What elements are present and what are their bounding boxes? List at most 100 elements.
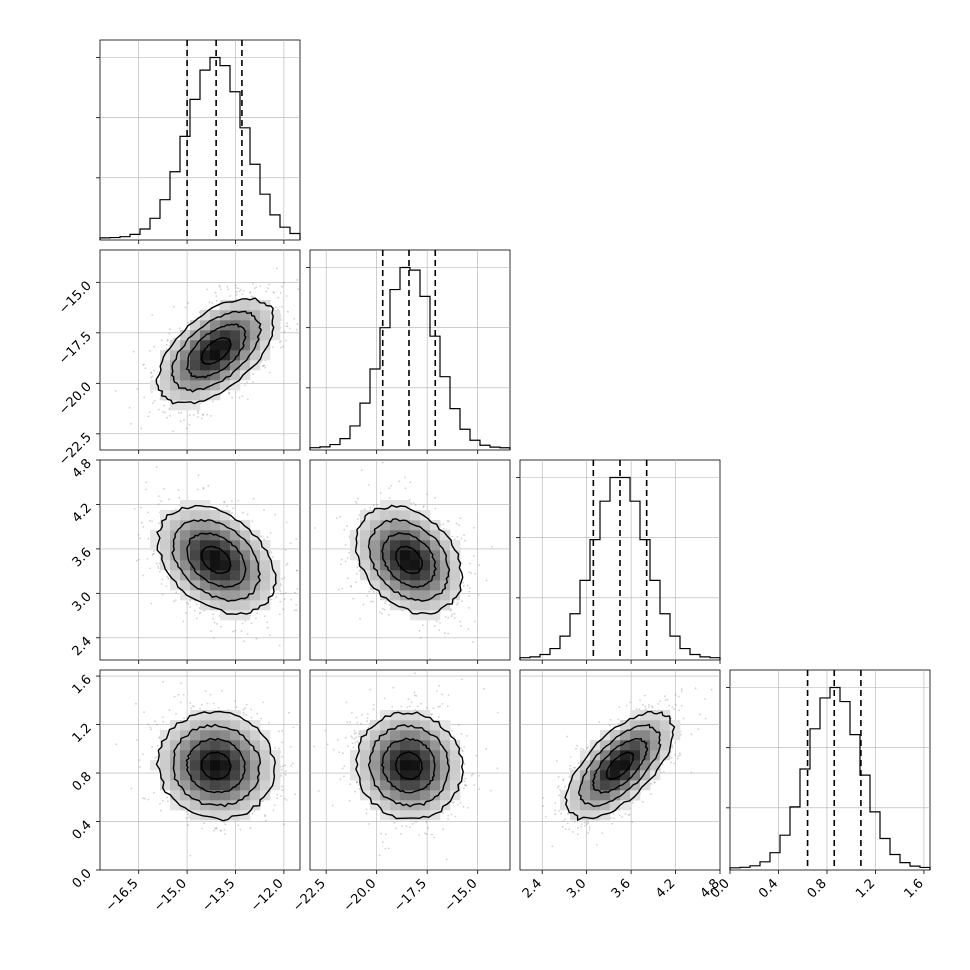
density-cell — [190, 770, 201, 781]
density-cell — [180, 520, 191, 531]
scatter-point — [277, 747, 280, 750]
scatter-point — [472, 555, 475, 557]
scatter-point — [339, 515, 342, 518]
scatter-point — [554, 809, 557, 812]
density-cell — [370, 730, 381, 741]
scatter-point — [280, 795, 282, 797]
scatter-point — [249, 827, 252, 830]
scatter-point — [156, 723, 158, 726]
scatter-point — [464, 784, 466, 786]
scatter-point — [292, 726, 295, 729]
scatter-point — [436, 620, 438, 623]
density-cell — [600, 800, 611, 811]
scatter-point — [238, 396, 241, 399]
scatter-point — [203, 609, 206, 612]
x-tick-label: −12.0 — [248, 876, 287, 915]
scatter-point — [704, 717, 707, 720]
scatter-point — [659, 700, 661, 703]
density-cell — [620, 780, 631, 791]
scatter-point — [200, 417, 203, 420]
density-cell — [220, 370, 231, 381]
density-cell — [610, 790, 621, 801]
scatter-point — [392, 686, 395, 689]
density-cell — [410, 610, 421, 621]
density-cell — [210, 570, 221, 581]
density-cell — [430, 580, 441, 591]
x-tick-label: 0.8 — [805, 876, 830, 901]
scatter-point — [438, 716, 440, 718]
density-cell — [580, 800, 591, 811]
scatter-point — [568, 828, 571, 830]
scatter-point — [241, 293, 244, 295]
scatter-point — [561, 825, 564, 828]
scatter-point — [571, 831, 574, 833]
scatter-point — [218, 284, 221, 287]
scatter-point — [138, 558, 140, 561]
scatter-point — [216, 623, 218, 625]
density-cell — [240, 730, 251, 741]
scatter-point — [187, 824, 190, 826]
density-cell — [170, 380, 181, 391]
density-cell — [440, 750, 451, 761]
density-cell — [360, 550, 371, 561]
scatter-point — [267, 287, 269, 290]
scatter-point — [272, 346, 274, 348]
density-cell — [380, 710, 391, 721]
scatter-point — [425, 821, 428, 824]
scatter-point — [272, 291, 275, 293]
density-cell — [400, 750, 411, 761]
scatter-point — [281, 789, 284, 791]
scatter-point — [426, 493, 428, 496]
scatter-point — [281, 577, 283, 580]
scatter-point — [243, 640, 245, 643]
scatter-point — [415, 695, 418, 697]
density-cell — [180, 400, 191, 411]
scatter-point — [241, 622, 244, 625]
density-cell — [400, 730, 411, 741]
x-tick-label: −17.5 — [391, 876, 430, 915]
contour-level-1 — [381, 532, 437, 589]
density-cell — [650, 730, 661, 741]
scatter-point — [459, 802, 462, 804]
density-cell — [240, 770, 251, 781]
scatter-point — [348, 551, 351, 554]
scatter-point — [182, 620, 185, 623]
density-cell — [640, 740, 651, 751]
density-cell — [220, 720, 231, 731]
density-cell — [560, 790, 571, 801]
scatter-point — [450, 813, 453, 816]
scatter-point — [218, 305, 221, 308]
scatter-point — [295, 603, 298, 606]
scatter-point — [468, 587, 471, 590]
density-cell — [410, 740, 421, 751]
density-cell — [370, 530, 381, 541]
scatter-point — [157, 503, 160, 506]
scatter-point — [467, 628, 470, 630]
scatter-point — [358, 735, 360, 738]
density-cell — [170, 790, 181, 801]
scatter-point — [177, 489, 180, 491]
density-cell — [190, 580, 201, 591]
x-tick-label: 2.4 — [520, 876, 545, 901]
density-cell — [180, 590, 191, 601]
scatter-point — [426, 706, 428, 709]
scatter-point — [617, 718, 620, 721]
density-cell — [420, 730, 431, 741]
scatter-point — [670, 717, 673, 720]
scatter-point — [680, 705, 683, 707]
density-cell — [220, 710, 231, 721]
scatter-point — [432, 707, 435, 710]
density-cell — [240, 530, 251, 541]
scatter-point — [657, 703, 660, 705]
scatter-point — [264, 814, 266, 816]
scatter-point — [162, 799, 164, 802]
density-cell — [170, 760, 181, 771]
density-cell — [360, 560, 371, 571]
density-cell — [410, 710, 421, 721]
density-cell — [210, 730, 221, 741]
density-cell — [380, 800, 391, 811]
scatter-point — [235, 706, 238, 708]
density-cell — [260, 320, 271, 331]
scatter-point — [314, 527, 316, 529]
scatter-point — [189, 606, 192, 608]
